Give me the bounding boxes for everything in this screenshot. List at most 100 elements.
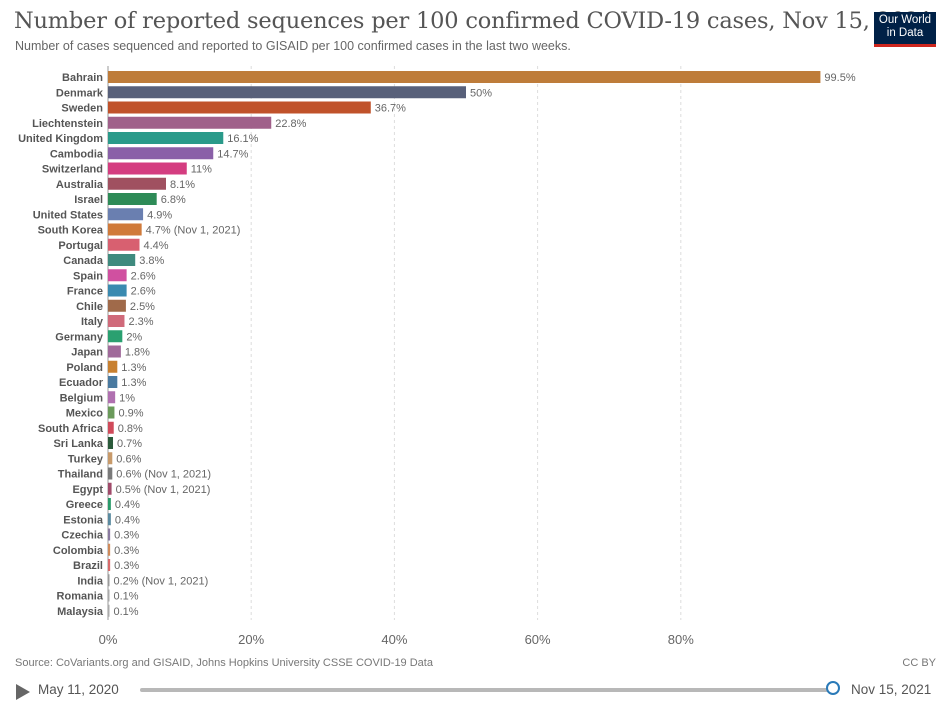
value-label: 0.3% (114, 560, 139, 572)
value-label: 8.1% (170, 179, 195, 191)
bar (108, 467, 113, 480)
bar (108, 284, 127, 297)
x-tick-label: 60% (525, 632, 551, 647)
bar (108, 116, 272, 129)
category-label: Cambodia (50, 148, 104, 160)
value-label: 0.3% (114, 545, 139, 557)
bar (108, 513, 111, 526)
bar-chart: 0% 20% 40% 60% 80% Bahrain 99.5% Denmark 50% Swed… (18, 66, 856, 647)
bar (108, 345, 121, 358)
bar (108, 604, 110, 617)
value-label: 0.6% (116, 453, 141, 465)
category-label: Denmark (56, 87, 104, 99)
timeline-end-date: Nov 15, 2021 (851, 682, 932, 697)
category-label: Australia (56, 179, 104, 191)
value-label: 14.7% (217, 148, 248, 160)
value-label: 2.6% (131, 270, 156, 282)
value-label: 36.7% (375, 103, 406, 115)
value-label: 0.9% (118, 408, 143, 420)
value-label: 2.6% (131, 286, 156, 298)
category-label: Czechia (61, 530, 103, 542)
value-label: 0.5% (Nov 1, 2021) (116, 484, 211, 496)
bar (108, 437, 114, 449)
bar (108, 559, 111, 571)
value-label: 0.8% (118, 423, 143, 435)
value-label: 4.9% (147, 209, 172, 221)
category-label: Israel (74, 194, 103, 206)
value-label: 22.8% (275, 118, 306, 130)
chart-subtitle: Number of cases sequenced and reported t… (15, 39, 571, 53)
bar (108, 208, 144, 221)
x-tick-label: 0% (99, 632, 118, 647)
bar (108, 86, 466, 99)
value-label: 1% (119, 392, 135, 404)
value-label: 0.4% (115, 499, 140, 511)
play-icon[interactable] (16, 684, 30, 700)
bar (108, 315, 125, 327)
value-label: 4.7% (Nov 1, 2021) (146, 225, 241, 237)
bar (108, 391, 116, 404)
category-label: Mexico (66, 408, 104, 420)
source-note[interactable]: Source: CoVariants.org and GISAID, Johns… (15, 657, 433, 669)
x-tick-label: 40% (381, 632, 407, 647)
bar (108, 330, 123, 343)
category-label: Spain (73, 270, 103, 282)
value-label: 0.2% (Nov 1, 2021) (114, 575, 209, 587)
category-label: India (77, 575, 104, 587)
bar (108, 406, 115, 419)
category-label: Japan (71, 347, 103, 359)
value-label: 0.1% (114, 591, 139, 603)
category-label: Switzerland (42, 164, 103, 176)
x-tick-label: 20% (238, 632, 264, 647)
timeline-handle[interactable] (826, 681, 840, 695)
timeline: May 11, 2020 Nov 15, 2021 (0, 676, 950, 703)
bar (108, 238, 140, 251)
bar (108, 528, 111, 541)
category-label: Brazil (73, 560, 103, 572)
category-label: Italy (81, 316, 104, 328)
value-label: 6.8% (161, 194, 186, 206)
x-tick-label: 80% (668, 632, 694, 647)
category-label: France (67, 286, 103, 298)
value-label: 1.3% (121, 377, 146, 389)
value-label: 2% (126, 331, 142, 343)
value-label: 0.7% (117, 438, 142, 450)
bar (108, 589, 110, 602)
timeline-track[interactable] (140, 688, 830, 692)
bar (108, 101, 371, 114)
bar (108, 574, 110, 587)
bar (108, 147, 214, 160)
license-link[interactable]: CC BY (902, 657, 936, 669)
value-label: 0.6% (Nov 1, 2021) (116, 469, 211, 481)
value-label: 0.4% (115, 514, 140, 526)
bar (108, 498, 111, 510)
value-label: 2.5% (130, 301, 155, 313)
timeline-start-date: May 11, 2020 (38, 682, 119, 697)
category-label: Portugal (58, 240, 103, 252)
category-label: Canada (63, 255, 104, 267)
category-label: Egypt (72, 484, 103, 496)
bar (108, 452, 113, 465)
category-label: Romania (57, 591, 104, 603)
chart-title: Number of reported sequences per 100 con… (14, 8, 934, 34)
category-label: Chile (76, 301, 103, 313)
bar (108, 223, 142, 236)
value-label: 2.3% (128, 316, 153, 328)
logo-accent-bar (874, 44, 936, 47)
category-label: Sweden (61, 103, 103, 115)
category-label: United Kingdom (18, 133, 103, 145)
value-label: 50% (470, 87, 492, 99)
owid-logo[interactable]: Our World in Data (874, 12, 936, 44)
value-label: 0.3% (114, 530, 139, 542)
value-label: 1.3% (121, 362, 146, 374)
value-label: 0.1% (114, 606, 139, 618)
bar (108, 421, 114, 434)
value-label: 16.1% (227, 133, 258, 145)
bar (108, 193, 157, 205)
category-label: Colombia (53, 545, 104, 557)
bar (108, 71, 821, 83)
category-label: Malaysia (57, 606, 104, 618)
bar (108, 376, 118, 388)
category-label: Belgium (60, 392, 104, 404)
category-label: Greece (66, 499, 103, 511)
